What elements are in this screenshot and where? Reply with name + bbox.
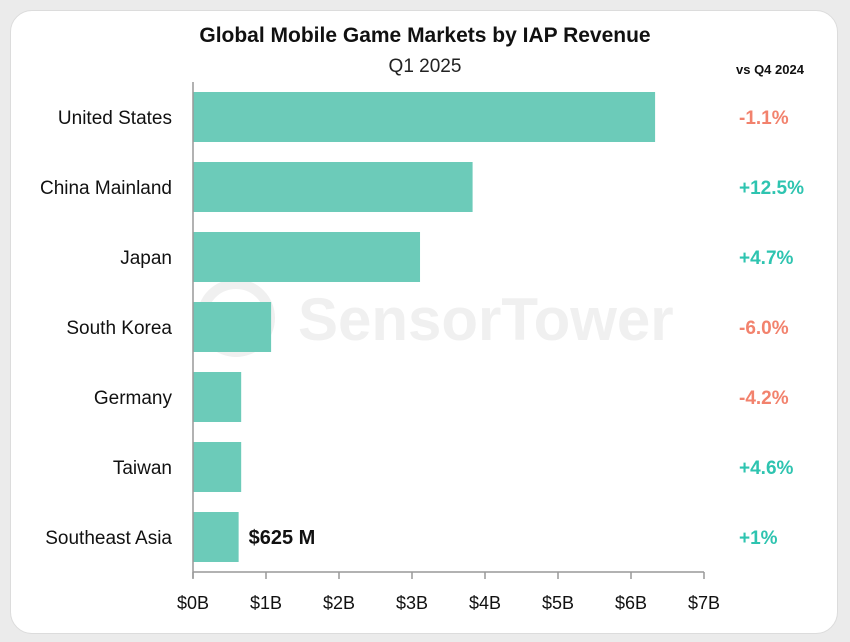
x-tick-label: $0B: [177, 593, 209, 613]
category-label: South Korea: [66, 318, 172, 339]
change-label: +1%: [739, 528, 778, 549]
change-label: -4.2%: [739, 388, 789, 409]
data-label: $625 M: [249, 527, 316, 549]
x-tick-label: $7B: [688, 593, 720, 613]
compare-column-header: vs Q4 2024: [736, 62, 804, 77]
x-tick-label: $2B: [323, 593, 355, 613]
bar: [193, 162, 473, 212]
bars: [193, 92, 656, 562]
x-tick-label: $4B: [469, 593, 501, 613]
category-label: Germany: [94, 388, 173, 409]
bar: [193, 92, 656, 142]
x-tick-label: $1B: [250, 593, 282, 613]
change-label: +12.5%: [739, 178, 804, 199]
change-label: -6.0%: [739, 318, 789, 339]
category-label: Southeast Asia: [45, 528, 172, 549]
bar: [193, 442, 242, 492]
bar: [193, 232, 421, 282]
category-label: United States: [58, 108, 172, 129]
watermark: SensorTower: [197, 279, 674, 357]
x-tick-label: $3B: [396, 593, 428, 613]
chart-subtitle: Q1 2025: [388, 56, 462, 77]
category-label: China Mainland: [40, 178, 172, 199]
change-labels: -1.1% +12.5% +4.7% -6.0% -4.2% +4.6% +1%: [739, 108, 804, 549]
bar: [193, 372, 242, 422]
change-label: +4.6%: [739, 458, 794, 479]
watermark-text: SensorTower: [298, 286, 674, 353]
bar: [193, 512, 239, 562]
x-tick-label: $6B: [615, 593, 647, 613]
category-label: Japan: [120, 248, 172, 269]
category-label: Taiwan: [113, 458, 172, 479]
chart-title: Global Mobile Game Markets by IAP Revenu…: [199, 24, 651, 47]
change-label: +4.7%: [739, 248, 794, 269]
bar: [193, 302, 272, 352]
x-axis: $0B $1B $2B $3B $4B $5B $6B $7B: [177, 82, 720, 613]
category-labels: United States China Mainland Japan South Ko…: [40, 108, 315, 549]
change-label: -1.1%: [739, 108, 789, 129]
x-tick-label: $5B: [542, 593, 574, 613]
